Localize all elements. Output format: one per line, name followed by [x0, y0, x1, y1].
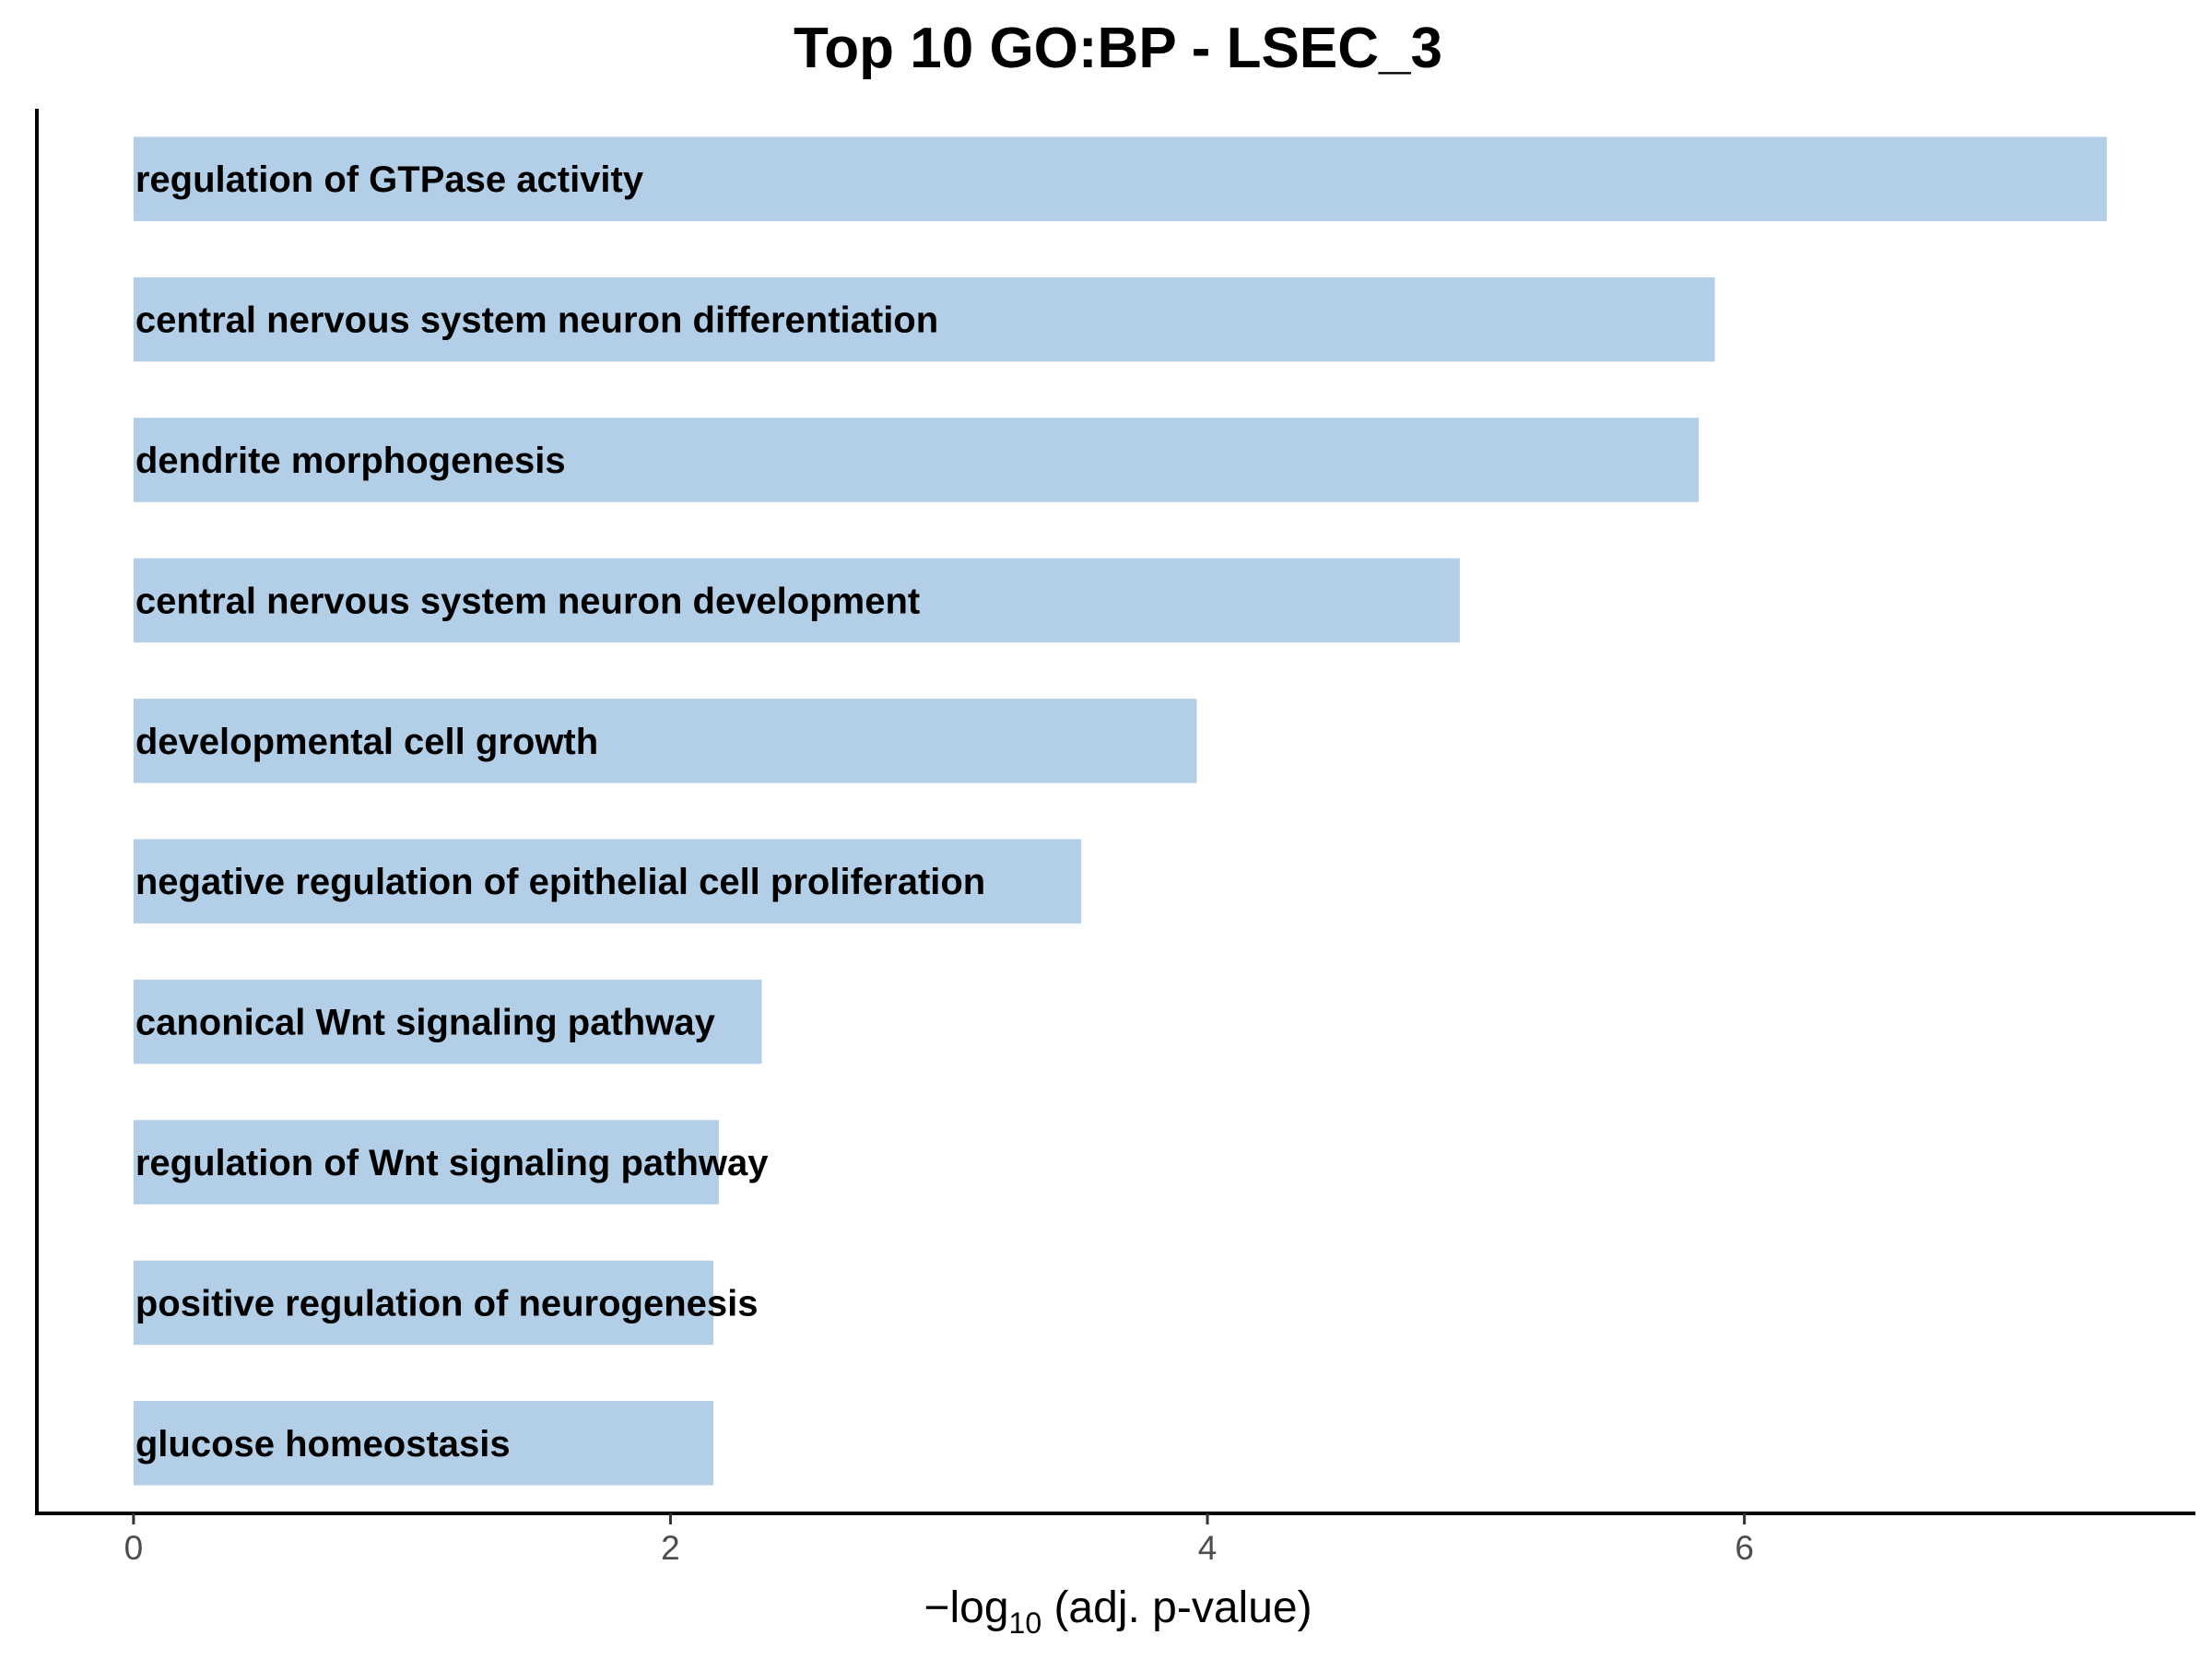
- bar-label: canonical Wnt signaling pathway: [135, 1003, 716, 1043]
- bar-label: glucose homeostasis: [135, 1424, 511, 1465]
- chart-title: Top 10 GO:BP - LSEC_3: [794, 17, 1442, 80]
- bar: [133, 979, 762, 1065]
- bar: [133, 418, 1700, 502]
- x-tick-label: 0: [124, 1529, 144, 1567]
- x-tick-label: 4: [1198, 1529, 1218, 1567]
- x-tick-label: 2: [661, 1529, 680, 1567]
- x-axis-label-prefix: −log: [924, 1583, 1008, 1632]
- x-tick-label: 6: [1735, 1529, 1754, 1567]
- bars-group: [133, 136, 2107, 1486]
- bar-label: developmental cell growth: [135, 722, 598, 762]
- bar-label: central nervous system neuron differenti…: [135, 300, 938, 341]
- bar: [133, 1120, 719, 1205]
- bar-label: regulation of GTPase activity: [135, 159, 644, 200]
- bar-label: dendrite morphogenesis: [135, 441, 566, 481]
- bar: [133, 699, 1197, 783]
- bar-labels-group: regulation of GTPase activity central ner…: [135, 159, 985, 1465]
- x-axis-label: −log10 (adj. p-value): [924, 1583, 1312, 1640]
- bar: [133, 839, 1082, 924]
- bar-label: regulation of Wnt signaling pathway: [135, 1143, 769, 1183]
- bar-label: positive regulation of neurogenesis: [135, 1283, 759, 1324]
- bar: [133, 558, 1460, 643]
- bar-label: central nervous system neuron developmen…: [135, 581, 920, 621]
- bar: [133, 1260, 714, 1346]
- x-axis-label-subscript: 10: [1009, 1606, 1042, 1640]
- x-ticks-group: 0 2 4 6: [124, 1513, 1754, 1567]
- bar: [133, 276, 1715, 362]
- x-axis-label-suffix: (adj. p-value): [1041, 1583, 1312, 1632]
- bar: [133, 1401, 714, 1486]
- bar: [133, 136, 2107, 221]
- bar-label: negative regulation of epithelial cell p…: [135, 862, 985, 902]
